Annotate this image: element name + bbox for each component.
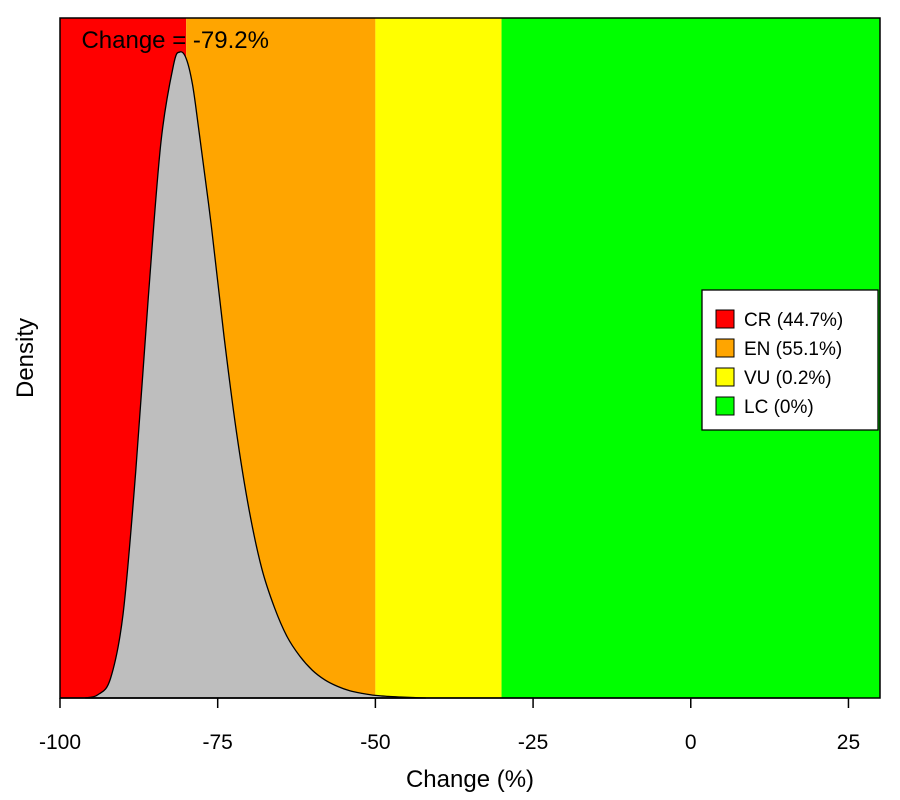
x-axis: -100 -75 -50 -25 0 25: [39, 697, 860, 754]
x-tick-label: -50: [360, 731, 390, 754]
x-tick-label: -100: [39, 731, 81, 754]
legend-swatch: [715, 367, 735, 387]
density-area: [85, 51, 426, 699]
legend-label: CR (44.7%): [744, 310, 843, 331]
x-axis-title: Change (%): [406, 766, 534, 793]
x-tick-label: 0: [685, 731, 697, 754]
legend-swatch: [715, 309, 735, 329]
x-tick-label: -75: [203, 731, 233, 754]
band-vu: [375, 18, 502, 698]
x-tick-label: 25: [837, 731, 860, 754]
y-axis-title: Density: [12, 318, 39, 398]
legend: CR (44.7%) EN (55.1%) VU (0.2%) LC (0%): [701, 289, 879, 431]
legend-label: EN (55.1%): [744, 339, 842, 360]
x-tick-label: -25: [518, 731, 548, 754]
legend-label: VU (0.2%): [744, 368, 832, 389]
change-annotation: Change = -79.2%: [81, 27, 268, 54]
legend-swatch: [715, 338, 735, 358]
legend-label: LC (0%): [744, 397, 814, 418]
legend-swatch: [715, 396, 735, 416]
density-curve: [85, 51, 426, 699]
